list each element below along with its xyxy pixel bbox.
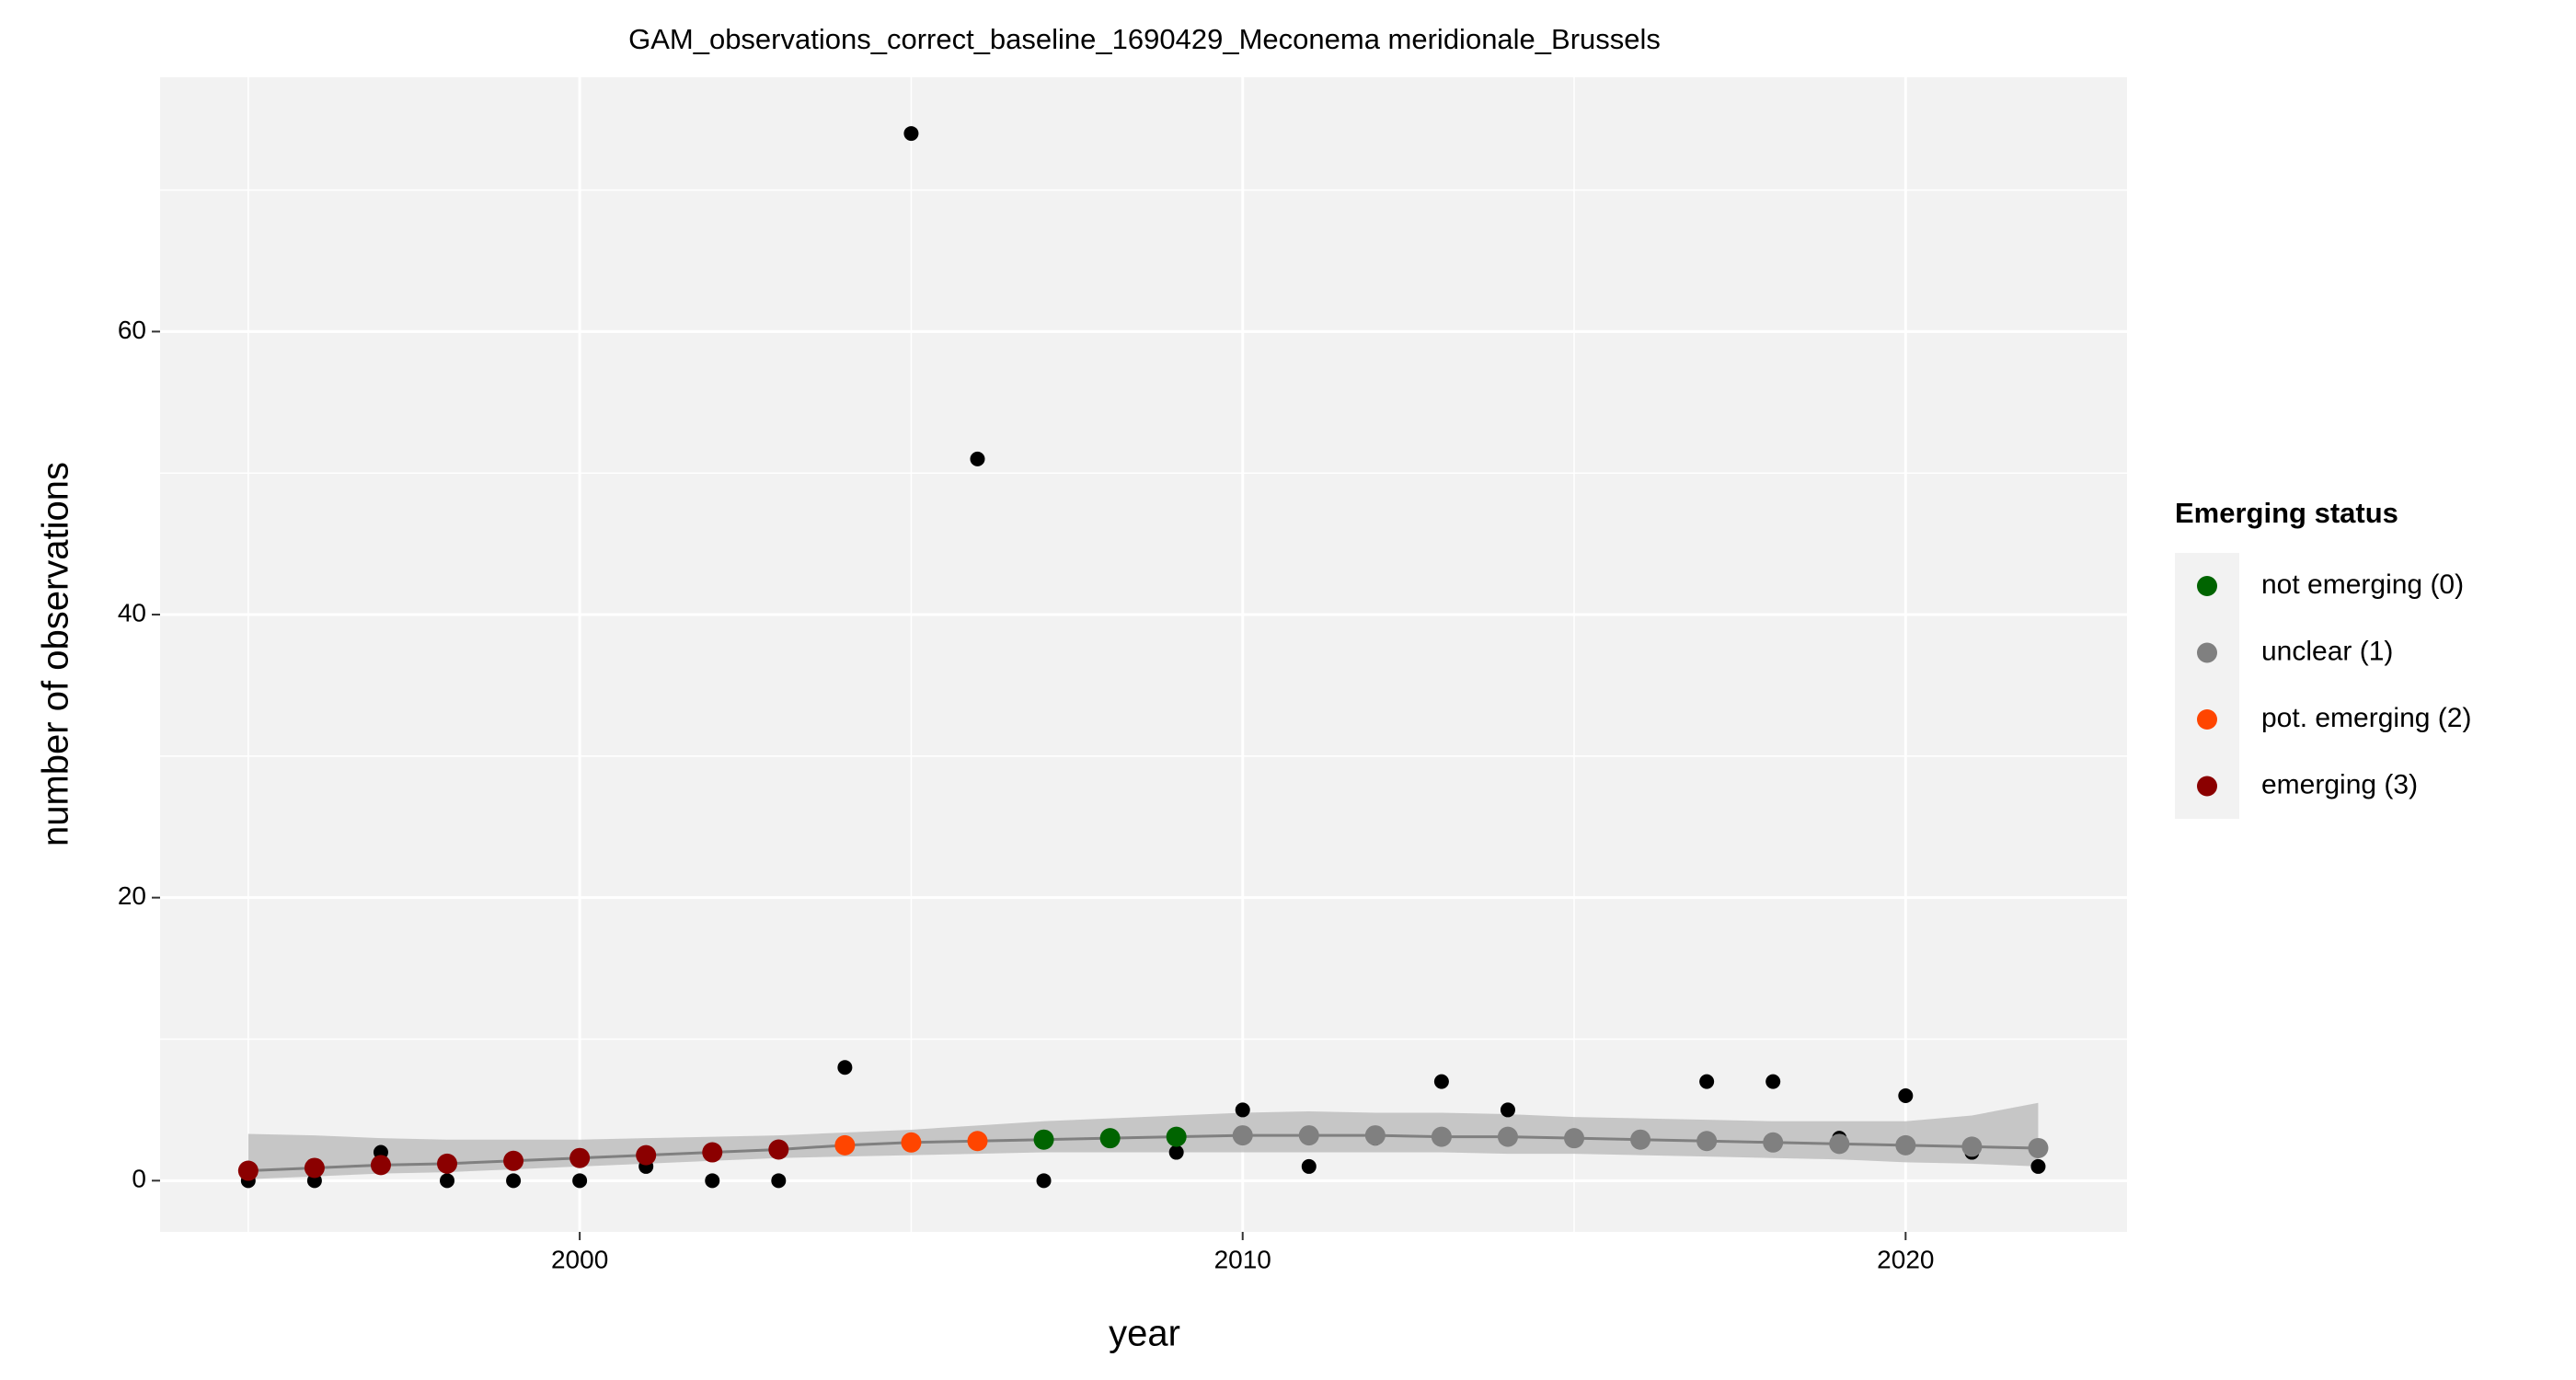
y-tick-label: 40 — [118, 598, 146, 627]
fit-point — [1431, 1126, 1452, 1147]
y-axis-title: number of observations — [36, 462, 76, 846]
observation-point — [506, 1173, 522, 1189]
observation-point — [705, 1173, 720, 1189]
fit-point — [1099, 1128, 1121, 1149]
fit-point — [1895, 1134, 1916, 1156]
fit-point — [1298, 1125, 1319, 1146]
fit-point — [370, 1155, 391, 1176]
panel-background — [160, 77, 2127, 1232]
observation-point — [771, 1173, 787, 1189]
fit-point — [304, 1157, 325, 1179]
fit-point — [702, 1142, 723, 1163]
observation-point — [1500, 1102, 1515, 1118]
legend-key-background — [2175, 553, 2239, 819]
fit-point — [2028, 1137, 2049, 1158]
legend-label: not emerging (0) — [2261, 569, 2464, 600]
fit-point — [1630, 1129, 1651, 1150]
observation-point — [903, 126, 919, 142]
observation-point — [572, 1173, 588, 1189]
fit-point — [437, 1153, 458, 1174]
fit-point — [1364, 1125, 1386, 1146]
chart-title: GAM_observations_correct_baseline_169042… — [628, 23, 1661, 55]
x-tick-label: 2010 — [1214, 1245, 1271, 1273]
fit-point — [768, 1139, 789, 1160]
observation-point — [1433, 1074, 1449, 1089]
observation-point — [1036, 1173, 1052, 1189]
fit-point — [503, 1150, 524, 1171]
fit-point — [1696, 1131, 1718, 1152]
y-tick-label: 0 — [132, 1165, 146, 1193]
fit-point — [1763, 1132, 1784, 1153]
legend-marker — [2197, 576, 2217, 596]
observation-point — [970, 451, 985, 466]
observation-point — [1168, 1144, 1184, 1160]
fit-point — [636, 1144, 657, 1166]
fit-point — [1564, 1128, 1585, 1149]
legend-label: pot. emerging (2) — [2261, 703, 2471, 733]
fit-point — [237, 1160, 259, 1181]
fit-point — [1033, 1129, 1054, 1150]
observation-point — [1699, 1074, 1715, 1089]
x-tick-label: 2000 — [551, 1245, 608, 1273]
observation-point — [2030, 1158, 2046, 1174]
y-tick-label: 20 — [118, 881, 146, 910]
fit-line — [247, 1133, 2039, 1173]
observation-point — [440, 1173, 455, 1189]
legend-marker — [2197, 776, 2217, 797]
fit-point — [834, 1134, 856, 1156]
observation-point — [837, 1060, 853, 1075]
fit-point — [1497, 1126, 1518, 1147]
x-axis-title: year — [1109, 1314, 1180, 1354]
legend-marker — [2197, 642, 2217, 663]
observation-point — [1898, 1088, 1914, 1104]
observation-point — [1301, 1158, 1317, 1174]
observation-point — [1235, 1102, 1250, 1118]
legend-label: emerging (3) — [2261, 769, 2418, 799]
x-tick-label: 2020 — [1877, 1245, 1934, 1273]
fit-point — [901, 1132, 922, 1153]
fit-point — [1232, 1125, 1253, 1146]
fit-point — [1166, 1126, 1187, 1147]
fit-point — [1829, 1133, 1850, 1155]
fit-point — [569, 1147, 591, 1168]
legend-title: Emerging status — [2175, 497, 2398, 529]
fit-point — [1961, 1136, 1983, 1157]
fit-point — [967, 1131, 988, 1152]
observation-point — [1765, 1074, 1781, 1089]
confidence-band — [247, 1102, 2039, 1179]
legend-label: unclear (1) — [2261, 636, 2393, 666]
y-tick-label: 60 — [118, 316, 146, 344]
legend-marker — [2197, 709, 2217, 730]
